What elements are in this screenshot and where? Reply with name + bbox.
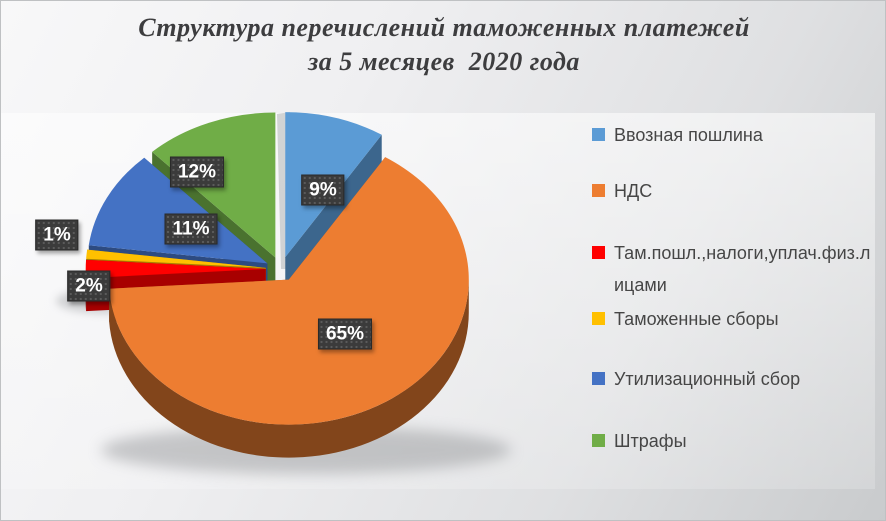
legend-item-0: Ввозная пошлина [592, 119, 878, 151]
chart-title-line2: за 5 месяцев 2020 года [308, 47, 580, 76]
legend-item-1: НДС [592, 175, 878, 207]
chart-title: Структура перечислений таможенных платеж… [1, 11, 885, 79]
legend-label: Таможенные сборы [614, 309, 779, 329]
legend-swatch-icon [592, 434, 605, 447]
slice-label-1: 65% [317, 318, 373, 350]
legend-label: Утилизационный сбор [614, 369, 801, 389]
legend-swatch-icon [592, 312, 605, 325]
slice-label-0: 9% [301, 174, 345, 206]
legend-item-3: Таможенные сборы [592, 303, 878, 335]
legend-swatch-icon [592, 372, 605, 385]
legend-swatch-icon [592, 246, 605, 259]
legend-item-2: Там.пошл.,налоги,уплач.физ.лицами [592, 237, 878, 301]
legend-label: Там.пошл.,налоги,уплач.физ.лицами [614, 243, 871, 295]
legend-swatch-icon [592, 128, 605, 141]
pie-slices [85, 112, 469, 458]
legend-label: Штрафы [614, 431, 687, 451]
pie-slice-1 [109, 157, 469, 458]
slice-label-2: 2% [67, 270, 111, 302]
slice-label-4: 11% [164, 213, 218, 245]
slice-label-3: 1% [35, 219, 79, 251]
slice-label-5: 12% [169, 156, 225, 188]
chart-title-line1: Структура перечислений таможенных платеж… [138, 13, 750, 42]
legend-item-4: Утилизационный сбор [592, 363, 878, 395]
legend-label: Ввозная пошлина [614, 125, 763, 145]
legend-label: НДС [614, 181, 653, 201]
legend-item-5: Штрафы [592, 425, 878, 457]
legend-swatch-icon [592, 184, 605, 197]
